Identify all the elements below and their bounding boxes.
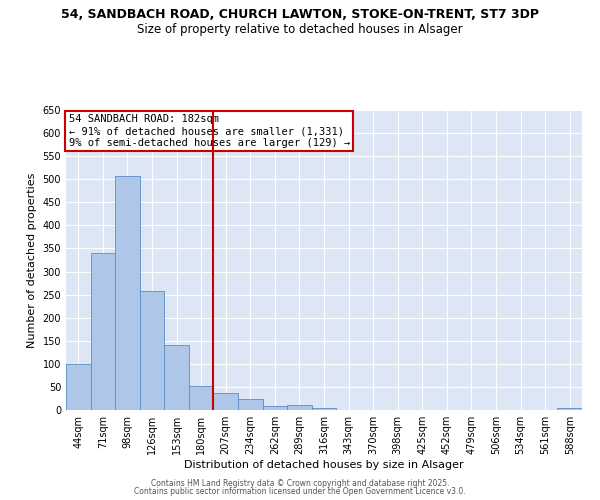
Bar [164, 346, 189, 410]
Bar [115, 176, 140, 410]
Bar [66, 364, 91, 410]
Bar [312, 408, 336, 410]
Bar [557, 408, 582, 410]
Text: Size of property relative to detached houses in Alsager: Size of property relative to detached ho… [137, 22, 463, 36]
Bar [91, 253, 115, 410]
Bar [214, 394, 238, 410]
Bar [238, 399, 263, 410]
Text: 54 SANDBACH ROAD: 182sqm
← 91% of detached houses are smaller (1,331)
9% of semi: 54 SANDBACH ROAD: 182sqm ← 91% of detach… [68, 114, 350, 148]
X-axis label: Distribution of detached houses by size in Alsager: Distribution of detached houses by size … [184, 460, 464, 470]
Text: Contains HM Land Registry data © Crown copyright and database right 2025.: Contains HM Land Registry data © Crown c… [151, 478, 449, 488]
Y-axis label: Number of detached properties: Number of detached properties [27, 172, 37, 348]
Bar [287, 406, 312, 410]
Bar [140, 292, 164, 410]
Bar [263, 406, 287, 410]
Bar [189, 386, 214, 410]
Text: 54, SANDBACH ROAD, CHURCH LAWTON, STOKE-ON-TRENT, ST7 3DP: 54, SANDBACH ROAD, CHURCH LAWTON, STOKE-… [61, 8, 539, 20]
Text: Contains public sector information licensed under the Open Government Licence v3: Contains public sector information licen… [134, 487, 466, 496]
